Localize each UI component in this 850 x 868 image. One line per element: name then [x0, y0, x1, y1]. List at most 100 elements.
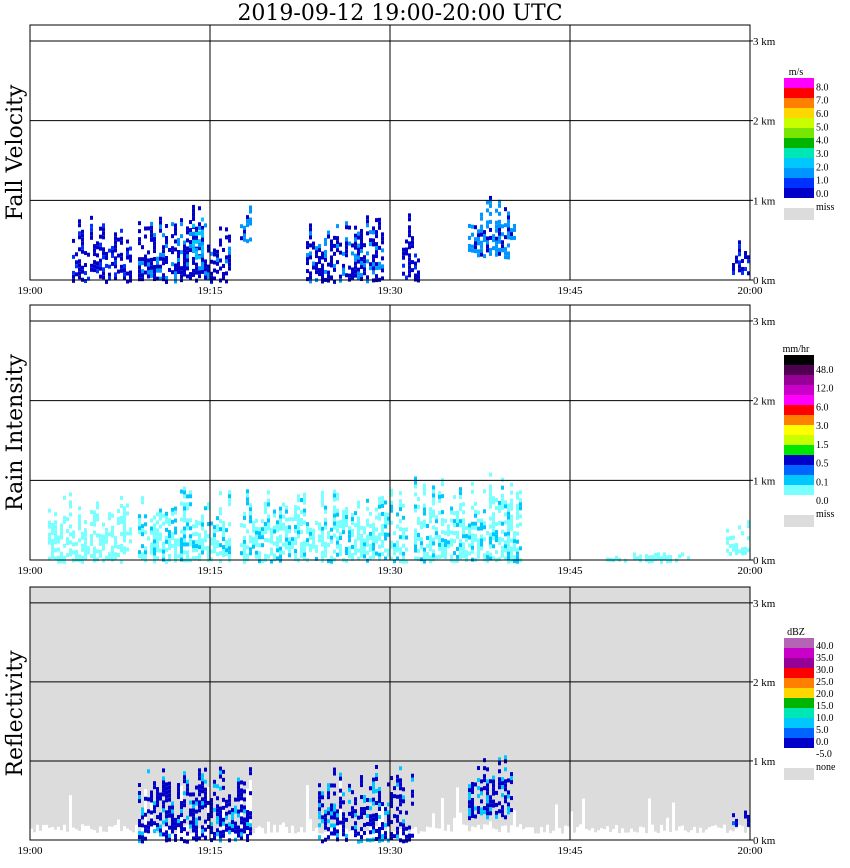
echo-cell: [273, 509, 276, 514]
echo-cell: [738, 240, 741, 245]
echo-cell: [327, 559, 330, 564]
echo-cell: [147, 226, 150, 231]
echo-cell: [141, 807, 144, 812]
echo-cell: [204, 779, 207, 784]
echo-cell: [636, 556, 639, 561]
echo-cell: [348, 225, 351, 230]
echo-cell: [432, 525, 435, 530]
echo-cell: [360, 795, 363, 800]
colorbar-label: 3.0: [816, 149, 829, 160]
echo-cell: [180, 529, 183, 534]
echo-cell: [354, 245, 357, 250]
panel-title: Fall Velocity: [3, 84, 28, 220]
echo-cell: [333, 549, 336, 554]
echo-cell: [351, 517, 354, 522]
panel-title: Rain Intensity: [3, 353, 28, 510]
echo-cell: [744, 251, 747, 256]
echo-cell: [666, 555, 669, 560]
echo-cell: [276, 544, 279, 549]
echo-cell: [462, 502, 465, 507]
echo-cell: [327, 787, 330, 792]
echo-cell: [357, 524, 360, 529]
echo-cell: [387, 802, 390, 807]
echo-cell: [267, 538, 270, 543]
echo-cell: [345, 510, 348, 515]
echo-cell: [402, 515, 405, 520]
echo-cell: [216, 257, 219, 262]
colorbar-label: 0.1: [816, 477, 829, 488]
echo-cell: [192, 548, 195, 553]
echo-cell: [45, 824, 48, 840]
echo-cell: [213, 260, 216, 265]
echo-cell: [279, 554, 282, 559]
echo-cell: [438, 554, 441, 559]
echo-cell: [171, 531, 174, 536]
echo-cell: [309, 271, 312, 276]
echo-cell: [345, 817, 348, 822]
echo-cell: [327, 535, 330, 540]
echo-cell: [219, 507, 222, 512]
echo-cell: [501, 545, 504, 550]
echo-cell: [177, 241, 180, 246]
colorbar-label: 1.0: [816, 176, 829, 187]
echo-cell: [483, 553, 486, 558]
echo-cell: [96, 253, 99, 258]
echo-cell: [180, 270, 183, 275]
echo-cell: [249, 209, 252, 214]
echo-cell: [168, 521, 171, 526]
echo-cell: [153, 535, 156, 540]
echo-cell: [153, 527, 156, 532]
echo-cell: [372, 797, 375, 802]
echo-cell: [336, 817, 339, 822]
echo-cell: [519, 502, 522, 507]
echo-cell: [141, 245, 144, 250]
echo-cell: [636, 832, 639, 840]
echo-cell: [168, 537, 171, 542]
echo-cell: [294, 517, 297, 522]
echo-cell: [360, 277, 363, 282]
echo-cell: [303, 508, 306, 513]
colorbar-swatch: [784, 738, 814, 748]
echo-cell: [498, 235, 501, 240]
echo-cell: [129, 531, 132, 536]
echo-cell: [117, 520, 120, 525]
echo-cell: [201, 237, 204, 242]
echo-cell: [162, 273, 165, 278]
echo-cell: [738, 244, 741, 249]
echo-cell: [354, 523, 357, 528]
echo-cell: [153, 269, 156, 274]
echo-cell: [480, 224, 483, 229]
echo-cell: [147, 250, 150, 255]
echo-cell: [423, 559, 426, 564]
echo-cell: [156, 256, 159, 261]
echo-cell: [420, 537, 423, 542]
echo-cell: [516, 547, 519, 552]
echo-cell: [198, 239, 201, 244]
echo-cell: [501, 549, 504, 554]
echo-cell: [348, 783, 351, 788]
echo-cell: [123, 522, 126, 527]
colorbar-swatch: [784, 718, 814, 728]
echo-cell: [411, 773, 414, 778]
echo-cell: [81, 559, 84, 564]
echo-cell: [150, 518, 153, 523]
echo-cell: [357, 528, 360, 533]
echo-cell: [483, 806, 486, 811]
echo-cell: [663, 556, 666, 561]
echo-cell: [342, 518, 345, 523]
echo-cell: [420, 525, 423, 530]
echo-cell: [177, 783, 180, 788]
x-tick-label: 19:00: [17, 285, 43, 297]
echo-cell: [480, 779, 483, 784]
echo-cell: [441, 550, 444, 555]
echo-cell: [222, 821, 225, 826]
echo-cell: [165, 243, 168, 248]
echo-cell: [354, 801, 357, 806]
echo-cell: [345, 273, 348, 278]
echo-cell: [210, 271, 213, 276]
x-tick-label: 19:45: [557, 565, 583, 577]
echo-cell: [270, 535, 273, 540]
colorbar-swatch: [784, 485, 814, 495]
colorbar-swatch: [784, 638, 814, 648]
echo-cell: [138, 835, 141, 840]
